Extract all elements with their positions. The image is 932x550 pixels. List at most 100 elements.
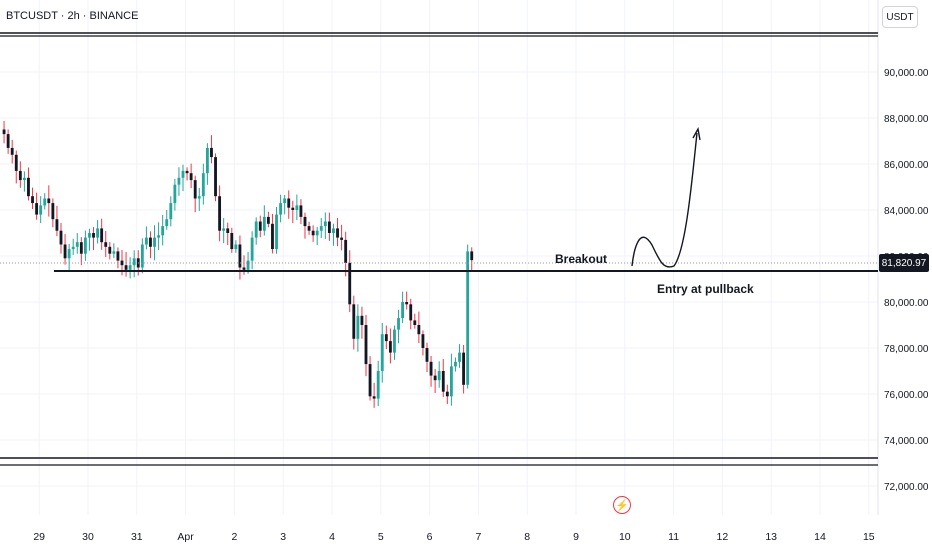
candle-body xyxy=(214,157,217,197)
candle-body xyxy=(197,196,201,199)
candle xyxy=(437,361,441,388)
candle xyxy=(214,153,217,202)
candle-body xyxy=(348,262,352,305)
candle-body xyxy=(75,242,79,247)
candle xyxy=(425,342,429,373)
candle xyxy=(92,227,95,251)
candle xyxy=(275,206,278,254)
candle-body xyxy=(218,196,222,231)
candle xyxy=(405,291,409,310)
candle-body xyxy=(193,180,197,199)
candle xyxy=(360,306,364,339)
candle xyxy=(124,251,128,277)
candle-body xyxy=(59,230,63,245)
y-tick-label: 80,000.00 xyxy=(884,298,929,309)
candle-body xyxy=(303,216,307,227)
candle xyxy=(100,218,104,250)
candle-body xyxy=(405,302,409,305)
candle xyxy=(352,295,356,350)
candle-body xyxy=(230,233,234,250)
candle xyxy=(2,120,6,144)
candle xyxy=(83,230,87,261)
candle xyxy=(433,368,437,394)
candle xyxy=(299,199,303,225)
y-tick-label: 86,000.00 xyxy=(884,160,929,171)
flash-icon[interactable]: ⚡ xyxy=(613,496,631,514)
candle-body xyxy=(462,352,466,385)
candle xyxy=(441,358,445,397)
candle-body xyxy=(181,170,185,178)
x-tick-label: 4 xyxy=(329,531,335,543)
candle xyxy=(303,212,307,239)
candle xyxy=(291,200,295,224)
candle xyxy=(307,221,311,235)
candle xyxy=(71,238,75,255)
candle-body xyxy=(27,177,30,197)
x-tick-label: 13 xyxy=(765,531,777,543)
candle xyxy=(185,167,189,181)
candle-body xyxy=(161,226,165,236)
y-tick-label: 76,000.00 xyxy=(884,390,929,401)
candle-body xyxy=(291,207,295,210)
candle-body xyxy=(43,198,47,206)
y-tick-label: 84,000.00 xyxy=(884,206,929,217)
candle xyxy=(262,205,266,236)
candle-body xyxy=(165,219,169,227)
candle xyxy=(63,234,67,265)
candle xyxy=(6,129,10,154)
candle xyxy=(181,164,185,192)
drawings[interactable] xyxy=(0,32,878,466)
candle-body xyxy=(120,260,124,266)
candle-body xyxy=(108,246,112,254)
candle-body xyxy=(336,228,339,238)
candle xyxy=(266,211,270,228)
candle xyxy=(388,328,392,364)
candle-body xyxy=(222,228,226,231)
candle xyxy=(39,196,43,224)
candle-body xyxy=(275,214,278,250)
candle-body xyxy=(205,147,209,174)
current-price-label: 81,820.97 xyxy=(879,254,929,272)
candle-body xyxy=(124,265,128,270)
candle xyxy=(340,224,344,251)
candle xyxy=(112,243,116,259)
candle xyxy=(169,196,173,227)
candle-body xyxy=(18,170,22,181)
candle xyxy=(449,353,453,406)
candle xyxy=(376,360,380,407)
candle xyxy=(311,225,315,242)
candle-body xyxy=(51,203,55,220)
candle-body xyxy=(454,361,457,367)
candle xyxy=(295,194,299,221)
candle xyxy=(401,291,405,324)
candle xyxy=(283,194,287,215)
y-tick-label: 78,000.00 xyxy=(884,344,929,355)
candle xyxy=(189,163,193,189)
candle xyxy=(279,194,283,223)
currency-button[interactable]: USDT xyxy=(882,6,918,28)
candle xyxy=(323,212,327,239)
candle-body xyxy=(238,244,242,268)
candle-body xyxy=(332,228,335,233)
candle-body xyxy=(295,205,299,210)
y-axis: 72,000.00 74,000.00 76,000.00 78,000.00 80,0… xyxy=(877,0,929,515)
candle-body xyxy=(323,221,327,227)
candle xyxy=(458,344,461,368)
candle-body xyxy=(388,341,392,353)
candle xyxy=(364,314,368,377)
candle-body xyxy=(88,233,91,238)
candle xyxy=(149,231,152,259)
candle-body xyxy=(409,304,413,321)
entry-label: Entry at pullback xyxy=(657,282,754,296)
candle xyxy=(319,218,323,239)
candle-body xyxy=(31,196,34,204)
x-tick-label: 9 xyxy=(573,531,579,543)
candle-body xyxy=(10,147,14,155)
candle-body xyxy=(250,237,254,261)
candle xyxy=(132,250,136,278)
candle xyxy=(157,222,161,250)
candle-body xyxy=(319,226,323,231)
candle xyxy=(421,330,425,356)
x-tick-label: 2 xyxy=(231,531,237,543)
